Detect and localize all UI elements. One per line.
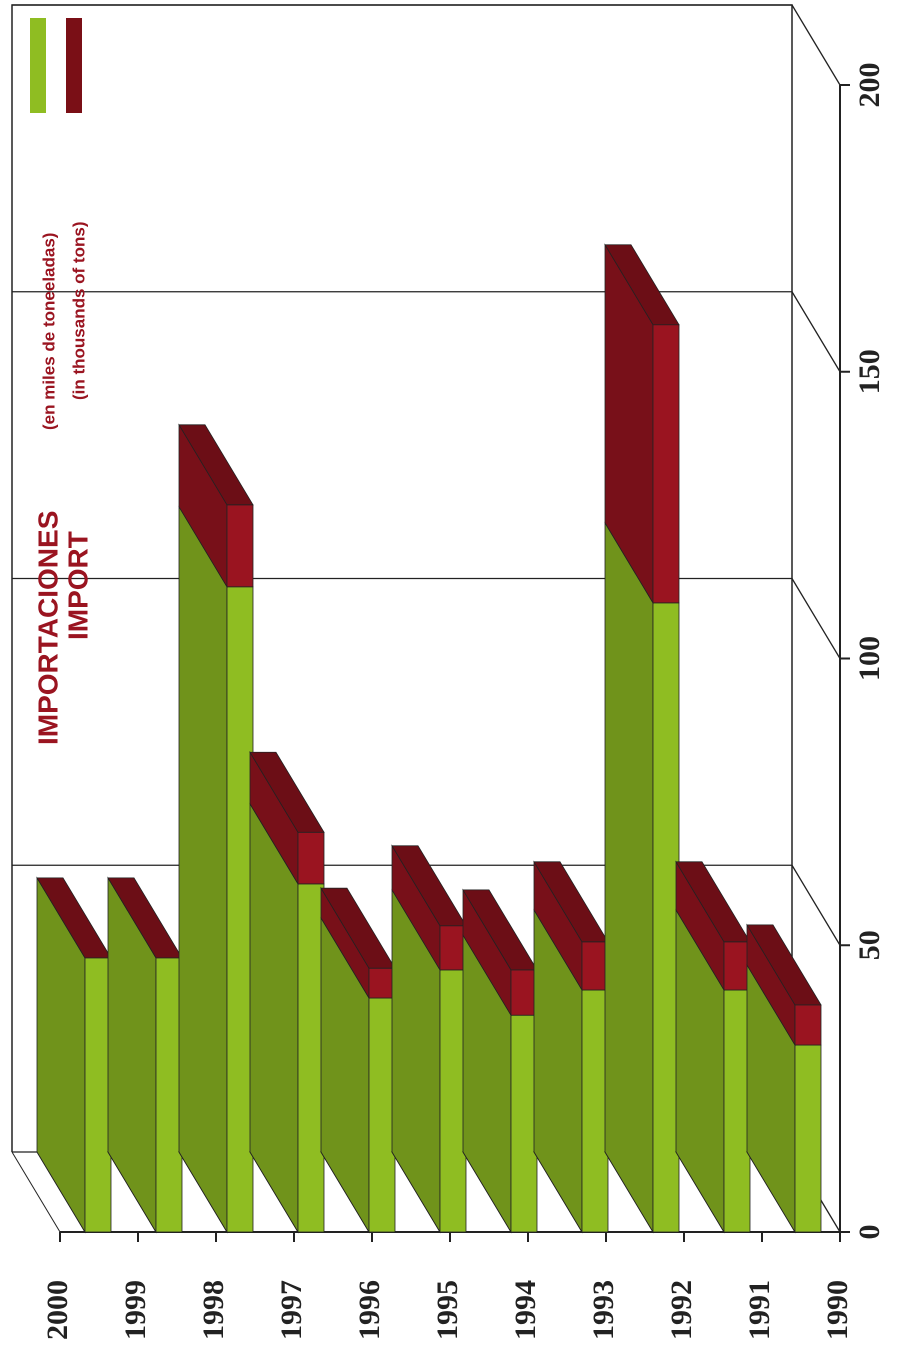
bar-top [462,889,538,971]
bar [581,989,609,1233]
bar-top [178,424,254,506]
floor-edge [11,1151,61,1233]
bar [723,989,751,1233]
bar [226,504,254,588]
bar-top [746,924,822,1006]
bar [297,883,325,1233]
y-tick-label: 200 [853,63,886,108]
bar [794,1044,822,1233]
bar [652,324,680,604]
grid-line [791,291,841,373]
x-tick-label: 1996 [353,1280,386,1340]
bar-side [604,521,654,1234]
bar [439,925,467,971]
bar-side [178,505,228,1234]
legend: IMPORTACIONES (en miles de toneeladas) I… [30,18,93,745]
plot: 0 50 100 150 200 2000 1999 1998 1997 1996 1995 1994… [11,4,886,1340]
x-tick-label: 2000 [41,1280,74,1340]
y-tick-label: 50 [853,930,886,960]
grid-line [791,4,841,86]
y-tick-label: 100 [853,636,886,681]
bar-top [320,887,396,969]
bar [368,997,396,1233]
x-tick-label: 1992 [665,1280,698,1340]
x-tick-label: 1997 [275,1280,308,1340]
bar-top [604,244,680,326]
legend-swatch [66,18,82,113]
legend-swatch [30,18,46,113]
bar [439,969,467,1233]
y-tick-label: 150 [853,349,886,394]
grid-line [791,578,841,659]
x-tick-label: 1993 [587,1280,620,1340]
bar-top [391,845,467,927]
bar-top [675,861,751,943]
bar-top [107,877,183,959]
bar [84,957,112,1233]
bar [226,586,254,1233]
bar [794,1004,822,1046]
bar [510,969,538,1016]
x-tick-label: 1994 [509,1280,542,1340]
bar-top [36,877,112,959]
chart-title: IMPORTACIONES [32,511,63,745]
x-tick-label: 1999 [119,1280,152,1340]
chart-subtitle: (en miles de toneeladas) [39,233,58,430]
x-tick-label: 1995 [431,1280,464,1340]
bar [297,831,325,885]
bar-top [249,751,325,833]
x-tick-label: 1990 [821,1280,854,1340]
bar [368,967,396,999]
bar [510,1014,538,1233]
x-tick-label: 1991 [743,1280,776,1340]
bar [581,941,609,991]
bar-top [533,861,609,943]
bar [723,941,751,991]
chart-subtitle: (in thousands of tons) [69,222,88,400]
bar [155,957,183,1233]
bar [652,602,680,1233]
x-tick-label: 1998 [197,1280,230,1340]
grid-line [791,864,841,946]
chart-title: IMPORT [62,531,93,640]
y-tick-label: 0 [853,1225,886,1240]
